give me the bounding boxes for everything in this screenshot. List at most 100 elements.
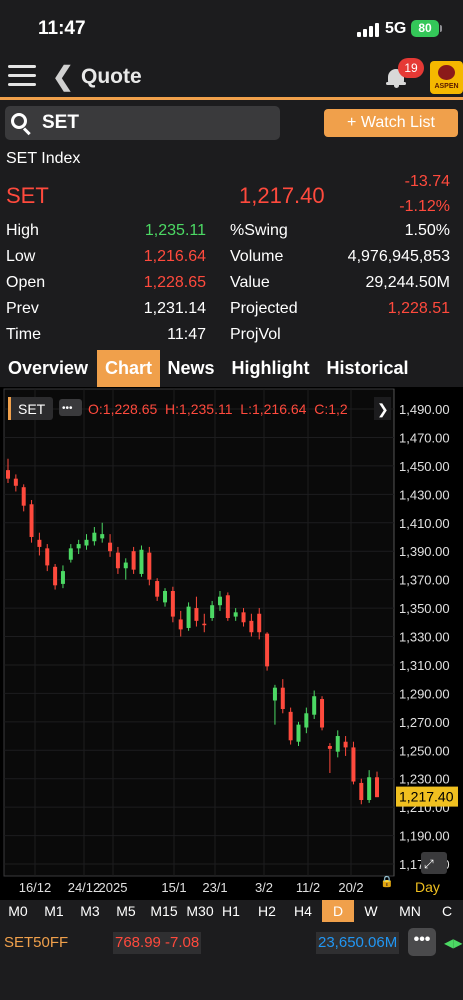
candle-body[interactable] — [312, 696, 317, 715]
candle-body[interactable] — [155, 581, 160, 597]
candle-body[interactable] — [249, 620, 254, 633]
candle-body[interactable] — [115, 552, 120, 569]
tab-chart[interactable]: Chart — [97, 350, 160, 387]
timeframe-m0[interactable]: M0 — [8, 903, 28, 919]
back-chevron-icon[interactable]: ❮ — [52, 61, 74, 91]
candle-body[interactable] — [241, 612, 246, 623]
candle-body[interactable] — [288, 711, 293, 741]
candle-body[interactable] — [327, 745, 332, 749]
tab-overview[interactable]: Overview — [7, 358, 89, 378]
candle-body[interactable] — [84, 539, 89, 546]
timeframe-h2[interactable]: H2 — [258, 903, 276, 919]
timeframe-m3[interactable]: M3 — [80, 903, 100, 919]
y-tick-label: 1,490.00 — [399, 402, 450, 417]
y-tick-label: 1,370.00 — [399, 573, 450, 588]
candle-body[interactable] — [304, 713, 309, 728]
candle-body[interactable] — [320, 699, 325, 728]
candle-body[interactable] — [139, 549, 144, 574]
x-tick-label: 20/2 — [338, 880, 363, 895]
candle-body[interactable] — [170, 591, 175, 617]
candle-body[interactable] — [217, 596, 222, 606]
stat-value: 1,228.65 — [143, 274, 206, 291]
stat-label: Time — [6, 326, 41, 343]
candle-body[interactable] — [335, 736, 340, 752]
notification-badge[interactable]: 19 — [398, 58, 424, 78]
x-tick-label: 24/12 — [68, 880, 101, 895]
y-tick-label: 1,190.00 — [399, 829, 450, 844]
symbol-search-input[interactable]: SET — [5, 106, 280, 140]
timeframe-m1[interactable]: M1 — [44, 903, 64, 919]
tab-highlight[interactable]: Highlight — [231, 358, 310, 378]
timeframe-d[interactable]: D — [322, 900, 354, 922]
tab-historical[interactable]: Historical — [326, 358, 409, 378]
add-watch-list-button[interactable]: + Watch List — [324, 109, 458, 137]
candle-body[interactable] — [272, 687, 277, 701]
candle-body[interactable] — [359, 782, 364, 801]
candle-body[interactable] — [194, 608, 199, 621]
tab-news[interactable]: News — [167, 358, 215, 378]
candle-body[interactable] — [202, 623, 207, 626]
period-label[interactable]: Day — [415, 879, 440, 895]
candle-body[interactable] — [131, 551, 136, 570]
candle-body[interactable] — [351, 747, 356, 782]
lock-icon[interactable]: 🔒 — [380, 875, 394, 888]
candle-body[interactable] — [233, 612, 238, 617]
candle-body[interactable] — [13, 478, 18, 486]
candle-body[interactable] — [68, 548, 73, 560]
timeframe-m5[interactable]: M5 — [116, 903, 136, 919]
candle-body[interactable] — [280, 687, 285, 710]
ticker-symbol[interactable]: SET50FF — [4, 934, 69, 951]
candle-body[interactable] — [225, 595, 230, 619]
menu-icon[interactable] — [8, 65, 36, 87]
timeframe-bar: M0 M1 M3 M5 M15 M30 H1 H2 H4 D W MN C — [0, 900, 463, 922]
y-tick-label: 1,450.00 — [399, 459, 450, 474]
legend-more-button[interactable] — [59, 399, 82, 416]
candle-body[interactable] — [37, 539, 42, 547]
timeframe-c[interactable]: C — [441, 903, 453, 919]
candle-body[interactable] — [265, 633, 270, 667]
legend-scroll-button[interactable] — [374, 397, 391, 420]
ticker-more-button[interactable]: ••• — [408, 928, 436, 956]
timeframe-h4[interactable]: H4 — [294, 903, 312, 919]
signal-icon — [357, 23, 379, 37]
candle-body[interactable] — [6, 470, 10, 479]
expand-button[interactable] — [421, 852, 447, 874]
timeframe-m30[interactable]: M30 — [186, 903, 214, 919]
legend-symbol[interactable]: SET — [18, 401, 46, 417]
stat-label: Projected — [230, 300, 298, 317]
candle-body[interactable] — [21, 487, 26, 506]
candle-body[interactable] — [178, 619, 183, 630]
candle-body[interactable] — [53, 566, 58, 586]
candle-body[interactable] — [375, 777, 379, 798]
search-query[interactable]: SET — [42, 112, 79, 133]
candle-body[interactable] — [29, 504, 34, 537]
quote-symbol: SET — [6, 183, 49, 208]
candle-body[interactable] — [163, 591, 168, 603]
aspen-logo[interactable]: ASPEN — [430, 61, 463, 94]
candle-body[interactable] — [108, 542, 113, 552]
candle-body[interactable] — [367, 777, 372, 801]
candlestick-chart[interactable]: 1,490.00 1,470.00 1,450.00 1,430.00 1,410.00… — [0, 387, 463, 900]
candle-body[interactable] — [76, 544, 81, 549]
candle-body[interactable] — [123, 562, 128, 569]
candle-body[interactable] — [296, 724, 301, 742]
candle-body[interactable] — [45, 548, 50, 566]
timeframe-m15[interactable]: M15 — [150, 903, 178, 919]
candle-body[interactable] — [210, 605, 215, 619]
candle-body[interactable] — [60, 571, 65, 584]
y-tick-label: 1,390.00 — [399, 544, 450, 559]
candle-body[interactable] — [343, 741, 348, 748]
x-tick-label: 2025 — [99, 880, 128, 895]
legend-symbol-box[interactable] — [8, 397, 53, 420]
candle-body[interactable] — [257, 613, 262, 633]
timeframe-w[interactable]: W — [364, 903, 378, 919]
timeframe-mn[interactable]: MN — [399, 903, 421, 919]
candle-body[interactable] — [147, 552, 152, 580]
candle-body[interactable] — [92, 532, 97, 542]
candle-body[interactable] — [100, 534, 105, 539]
price-chart[interactable]: 1,490.00 1,470.00 1,450.00 1,430.00 1,410.00… — [0, 387, 463, 900]
candle-body[interactable] — [186, 606, 191, 628]
ticker-change: 768.99 -7.08 — [113, 932, 202, 954]
timeframe-h1[interactable]: H1 — [222, 903, 240, 919]
y-tick-label: 1,310.00 — [399, 658, 450, 673]
